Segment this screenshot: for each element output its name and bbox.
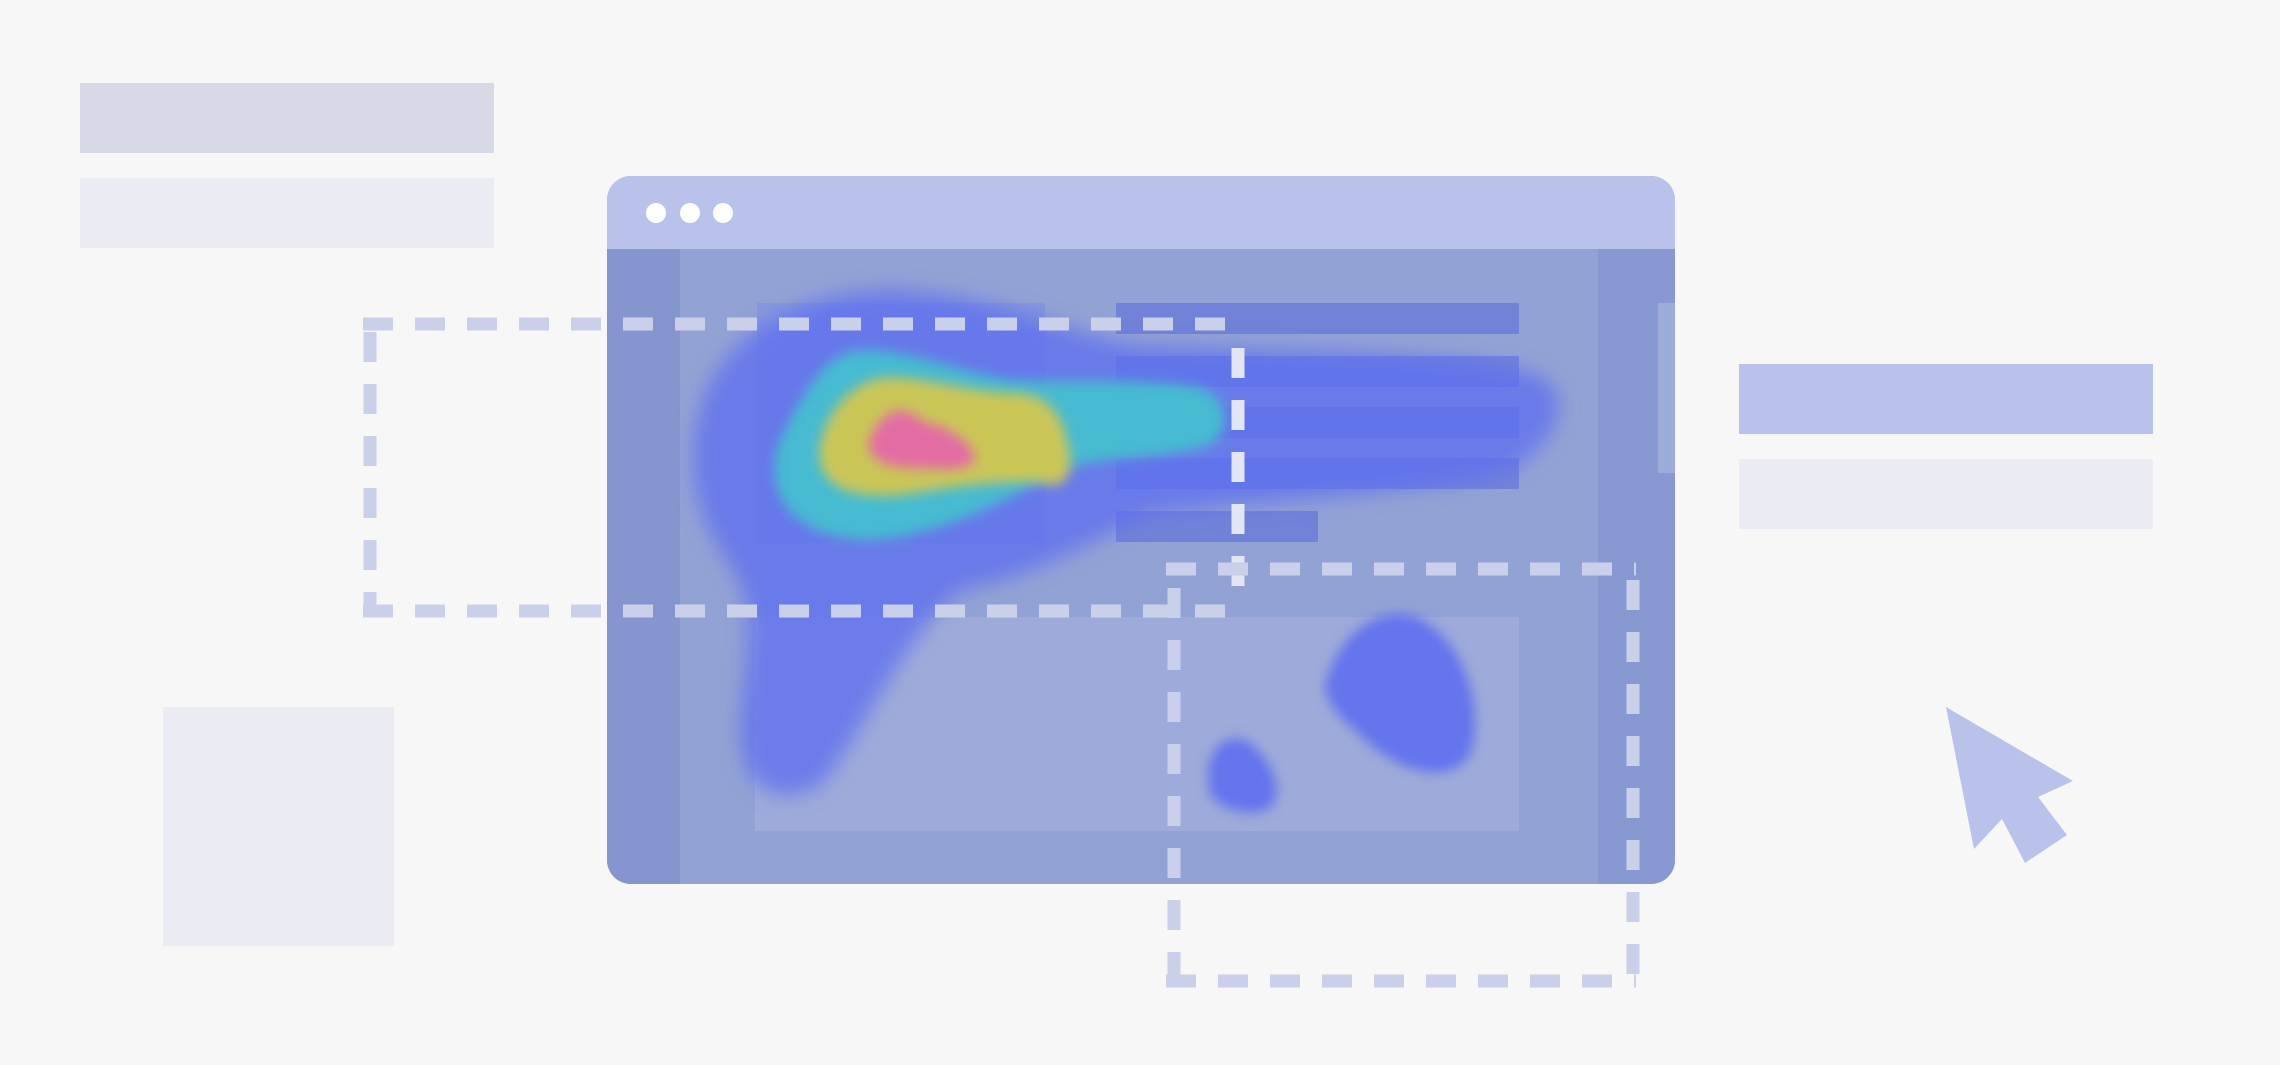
- content-line-1: [1116, 303, 1519, 334]
- heat-zone-low-secondary: [1325, 613, 1476, 773]
- heatmap-overlay: [693, 290, 1559, 813]
- heat-zone-low-small: [1208, 738, 1277, 813]
- window-dot-icon[interactable]: [680, 203, 700, 223]
- placeholder-bar-top-left-secondary: [80, 178, 494, 248]
- placeholder-bar-top-left: [80, 83, 494, 153]
- selection-outline-right: [1166, 562, 1640, 988]
- heat-zone-peak: [868, 410, 976, 470]
- browser-window: [607, 176, 1675, 884]
- placeholder-bar-right: [1739, 364, 2153, 434]
- window-scrollbar-thumb[interactable]: [1658, 303, 1675, 473]
- placeholder-bar-right-secondary: [1739, 459, 2153, 529]
- cursor-arrow-icon: [1946, 707, 2073, 863]
- window-dot-icon[interactable]: [646, 203, 666, 223]
- window-dot-icon[interactable]: [713, 203, 733, 223]
- selection-outline-left: [363, 317, 1245, 618]
- placeholder-card-bottom-left: [163, 707, 394, 946]
- window-sidebar-left: [607, 249, 680, 884]
- window-titlebar: [607, 176, 1675, 249]
- content-line-5: [1116, 511, 1318, 542]
